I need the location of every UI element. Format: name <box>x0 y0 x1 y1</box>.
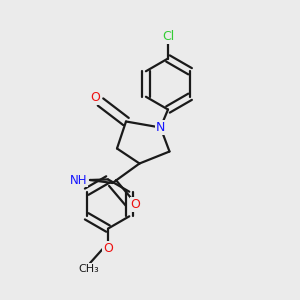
Text: Cl: Cl <box>162 30 174 44</box>
Text: O: O <box>90 91 100 104</box>
Text: O: O <box>103 242 113 255</box>
Text: NH: NH <box>70 173 87 187</box>
Text: N: N <box>156 121 165 134</box>
Text: O: O <box>131 198 140 212</box>
Text: CH₃: CH₃ <box>78 264 99 274</box>
